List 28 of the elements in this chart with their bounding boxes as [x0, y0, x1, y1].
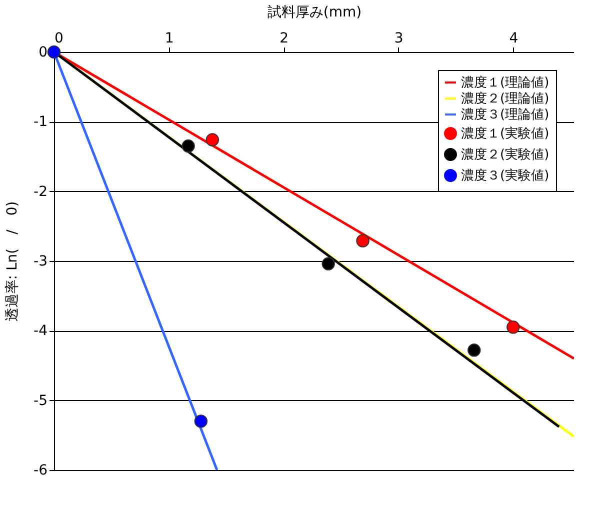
point	[356, 234, 370, 248]
point	[182, 139, 195, 153]
legend-label: 濃度２(実験値)	[461, 146, 550, 162]
x-tick-label: 1	[164, 30, 174, 46]
point	[206, 133, 220, 146]
legend-label: 濃度２(理論値)	[461, 90, 550, 106]
legend-label: 濃度３(理論値)	[461, 106, 550, 122]
point	[194, 414, 208, 428]
point	[506, 320, 520, 334]
x-tick-label: 4	[509, 30, 518, 46]
y-tick-label: -5	[34, 392, 48, 409]
y-tick-label: -1	[34, 114, 48, 130]
point	[468, 344, 481, 357]
x-tick-label: 0	[54, 30, 64, 46]
y-tick-label: -3	[34, 254, 48, 270]
y-tick-label: 0	[38, 44, 48, 60]
point	[47, 45, 61, 59]
legend-label: 濃度１(実験値)	[461, 126, 550, 142]
legend-label: 濃度１(理論値)	[461, 74, 550, 90]
x-axis-title: 試料厚み(mm)	[267, 4, 362, 20]
x-tick-label: 2	[280, 30, 289, 46]
x-tick-label: 3	[394, 30, 404, 46]
y-tick-label: -6	[34, 462, 48, 478]
y-axis-title: 透過率: Ln( / 0)	[4, 201, 21, 322]
y-tick-label: -4	[34, 323, 48, 340]
legend-label: 濃度３(実験値)	[461, 168, 550, 184]
point	[322, 257, 335, 270]
y-tick-label: -2	[34, 184, 48, 200]
